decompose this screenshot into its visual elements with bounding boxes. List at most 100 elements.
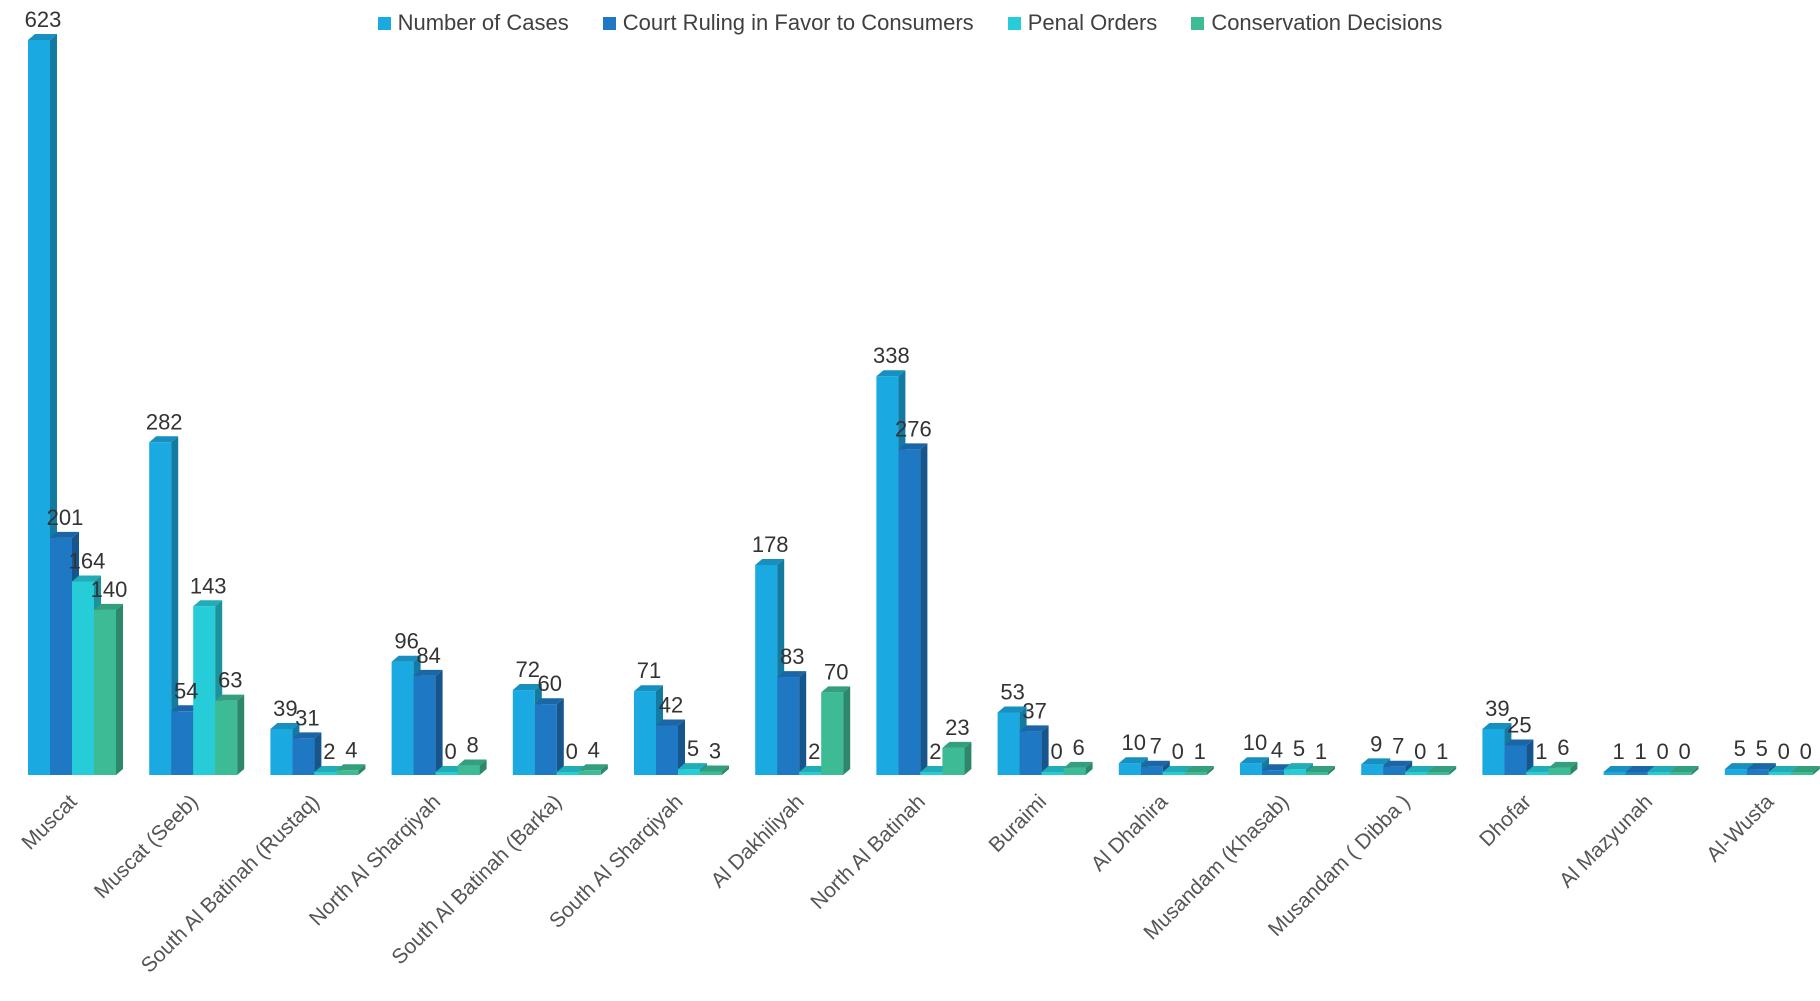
bar-side: [479, 759, 487, 775]
bar-front: [755, 565, 778, 775]
bar-7-3: [942, 741, 972, 775]
value-label: 39: [1485, 696, 1509, 721]
bar-front: [777, 677, 800, 775]
bar-side: [556, 698, 564, 775]
value-label: 5: [687, 736, 699, 761]
bar-top: [1361, 758, 1391, 765]
bar-top: [700, 765, 729, 772]
bar-top: [898, 443, 928, 450]
bar-top: [755, 559, 785, 565]
bar-front: [634, 691, 656, 775]
bar-front: [149, 442, 172, 775]
bar-front: [1603, 772, 1626, 775]
bar-front: [656, 725, 678, 775]
bar-4-1: [534, 698, 564, 775]
value-label: 0: [1656, 739, 1668, 764]
bar-10-3: [1306, 766, 1335, 775]
bar-front: [1647, 772, 1670, 775]
category-label: North Al Sharqiyah: [305, 790, 445, 930]
bar-front: [942, 747, 965, 775]
bar-front: [700, 771, 722, 775]
value-label: 60: [538, 671, 562, 696]
value-label: 1: [1315, 739, 1327, 764]
bar-front: [1548, 767, 1571, 775]
value-label: 6: [1072, 735, 1084, 760]
bar-top: [799, 766, 829, 772]
bar-top: [50, 531, 79, 538]
bar-12-1: [1504, 739, 1534, 775]
bar-front: [1306, 772, 1328, 775]
bar-top: [942, 741, 972, 748]
value-label: 6: [1557, 735, 1569, 760]
category-label: Dhofar: [1475, 790, 1536, 851]
bar-1-3: [215, 694, 245, 775]
bar-top: [171, 705, 201, 712]
bar-top: [336, 764, 366, 771]
legend-item-penal-orders: Penal Orders: [1007, 10, 1157, 36]
legend-label: Court Ruling in Favor to Consumers: [622, 10, 974, 35]
category-label: North Al Batinah: [806, 790, 930, 914]
bar-3-3: [457, 759, 487, 775]
bar-1-0: [149, 436, 179, 775]
bar-5-1: [656, 719, 685, 775]
bar-top: [1746, 763, 1776, 770]
value-label: 0: [1172, 739, 1184, 764]
bar-top: [1162, 766, 1192, 772]
bar-front: [1284, 769, 1306, 775]
bar-side: [600, 764, 608, 775]
bar-top: [1625, 766, 1655, 772]
bar-top: [1647, 766, 1677, 772]
legend-swatch: [602, 16, 616, 30]
bar-front: [50, 537, 72, 775]
legend-swatch: [377, 16, 391, 30]
value-label: 1: [1634, 739, 1646, 764]
bar-top: [1306, 766, 1335, 772]
bar-side: [435, 669, 443, 775]
value-label: 2: [808, 739, 820, 764]
bar-front: [1724, 769, 1747, 775]
bar-front: [1262, 770, 1284, 775]
bar-front: [1482, 728, 1505, 775]
bar-top: [1140, 760, 1170, 767]
bar-top: [1262, 764, 1291, 771]
value-label: 42: [659, 692, 683, 717]
bar-front: [1526, 772, 1549, 775]
bar-top: [215, 694, 245, 701]
bar-side: [1812, 766, 1820, 775]
value-label: 0: [1050, 739, 1062, 764]
bar-side: [314, 732, 322, 775]
bar-7-1: [898, 443, 928, 775]
bar-front: [336, 770, 359, 775]
bar-top: [1184, 766, 1214, 772]
bar-front: [1669, 772, 1692, 775]
bar-top: [634, 685, 663, 692]
bar-side: [358, 764, 366, 775]
bar-front: [556, 772, 579, 775]
bar-2-1: [292, 732, 322, 775]
bar-top: [821, 686, 851, 693]
legend-item-number-of-cases: Number of Cases: [377, 10, 569, 36]
bar-top: [413, 669, 443, 676]
value-label: 10: [1122, 730, 1146, 755]
bar-top: [457, 759, 487, 766]
bar-top: [1504, 739, 1534, 746]
value-label: 164: [69, 549, 106, 574]
bar-top: [1284, 763, 1313, 770]
bars-layer: [28, 34, 1820, 775]
value-label: 5: [1756, 736, 1768, 761]
value-label: 4: [1271, 737, 1283, 762]
value-label: 8: [466, 733, 478, 758]
bar-top: [1724, 763, 1754, 770]
bar-front: [413, 675, 436, 775]
category-label: Al Dhahira: [1087, 790, 1173, 876]
bar-side: [678, 719, 685, 775]
bar-top: [28, 34, 57, 40]
value-label: 0: [1778, 739, 1790, 764]
legend-label: Conservation Decisions: [1211, 10, 1443, 35]
bar-front: [1063, 767, 1086, 775]
bar-front: [314, 772, 337, 775]
bar-front: [997, 712, 1020, 775]
bar-top: [534, 698, 564, 705]
bar-top: [1482, 722, 1512, 729]
